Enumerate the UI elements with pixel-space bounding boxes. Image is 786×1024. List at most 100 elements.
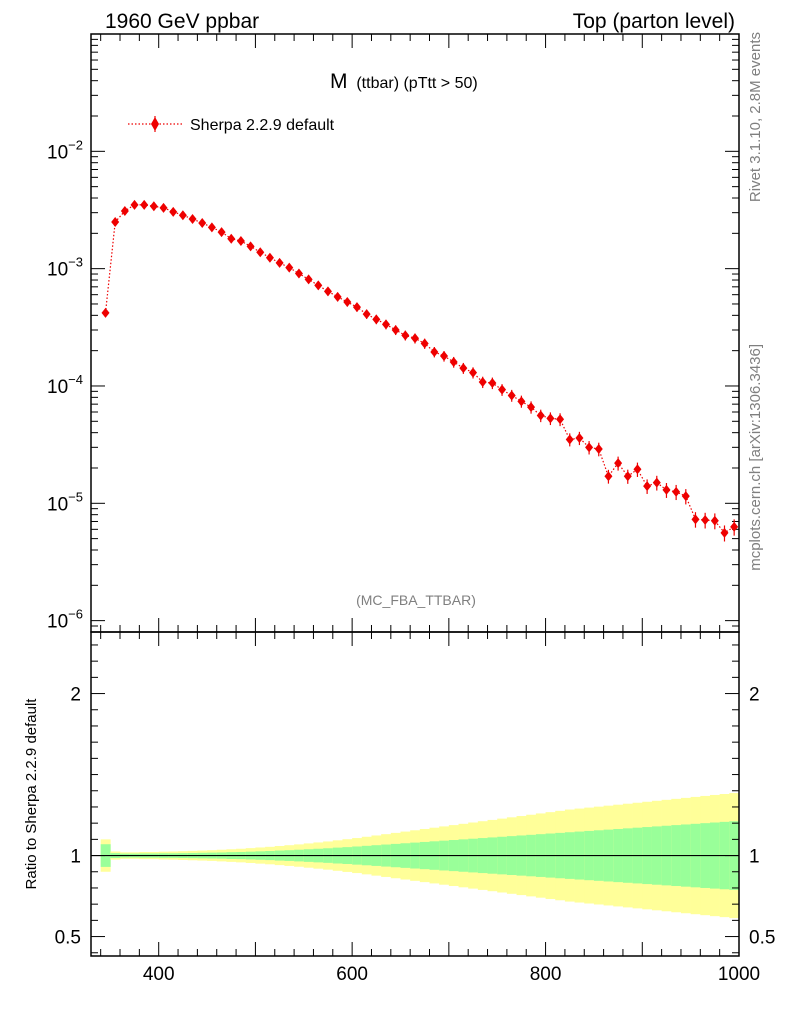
data-point (169, 206, 178, 217)
data-point (362, 309, 371, 320)
data-point (672, 486, 681, 497)
rivet-label: Rivet 3.1.10, 2.8M events (747, 32, 764, 202)
main-y-ticks (91, 33, 739, 633)
data-point (275, 257, 284, 268)
data-point (517, 396, 526, 407)
ratio-y-ticks (91, 644, 739, 954)
series-line (104, 204, 735, 534)
ratio-y-tick-label-right: 2 (749, 685, 760, 706)
x-tick-labels: 400 600 800 1000 (143, 964, 760, 985)
main-plot-frame (90, 33, 740, 633)
legend-label: Sherpa 2.2.9 default (190, 117, 335, 134)
ratio-y-tick-labels: 0.5 0.5 1 1 2 2 (55, 685, 776, 949)
data-point (227, 233, 236, 244)
data-point (478, 377, 487, 388)
y-tick-mantissa: 10 (47, 260, 68, 281)
data-point (236, 236, 245, 247)
data-point (411, 333, 419, 344)
data-point (662, 484, 671, 495)
data-point (285, 262, 294, 273)
ratio-plot-frame (90, 631, 740, 957)
main-y-tick-labels: 10−610−510−410−310−2 (47, 137, 83, 632)
data-point (585, 442, 594, 453)
y-tick-mantissa: 10 (47, 494, 68, 515)
main-y-tick-label: 10−6 (47, 607, 83, 633)
data-point (614, 458, 623, 469)
data-point (643, 481, 652, 492)
ratio-y-axis-label: Ratio to Sherpa 2.2.9 default (23, 698, 40, 890)
data-point (565, 434, 574, 445)
main-y-tick-label: 10−5 (47, 489, 83, 515)
main-y-tick-label: 10−2 (47, 137, 83, 163)
data-point (710, 515, 719, 526)
data-point (623, 471, 632, 482)
plot-title-main: M (330, 70, 348, 93)
data-point (701, 515, 710, 526)
data-point (111, 216, 120, 227)
mcplots-label: mcplots.cern.ch [arXiv:1306.3436] (747, 344, 764, 571)
data-point (323, 286, 332, 297)
x-tick-label: 600 (336, 964, 368, 985)
data-point (730, 521, 739, 532)
y-tick-exponent: −4 (68, 372, 83, 387)
data-point (527, 402, 536, 413)
data-point (188, 213, 197, 224)
data-point (488, 378, 497, 389)
analysis-tag: (MC_FBA_TTBAR) (356, 592, 476, 608)
ratio-y-tick-label-right: 1 (749, 847, 760, 868)
data-point (498, 384, 507, 395)
data-point (101, 307, 110, 318)
data-point (633, 464, 642, 475)
y-tick-mantissa: 10 (47, 377, 68, 398)
x-tick-label: 400 (143, 964, 175, 985)
main-x-ticks (100, 34, 740, 632)
data-point (140, 199, 149, 210)
data-point (430, 346, 439, 357)
ratio-y-tick-label-right: 0.5 (749, 928, 775, 949)
data-point (265, 252, 274, 263)
data-point (546, 413, 555, 424)
data-point (691, 514, 700, 525)
data-point (314, 280, 323, 291)
y-tick-exponent: −6 (68, 607, 83, 622)
data-point (246, 241, 255, 252)
data-point (594, 444, 603, 455)
data-point (256, 247, 265, 258)
data-point (652, 477, 661, 488)
data-point (381, 319, 390, 330)
legend-marker (151, 117, 159, 131)
data-point (159, 202, 168, 213)
y-tick-exponent: −3 (68, 255, 83, 270)
y-tick-exponent: −2 (68, 137, 83, 152)
data-point (604, 471, 613, 482)
ratio-y-tick-label-left: 1 (70, 847, 81, 868)
data-point (536, 410, 545, 421)
x-tick-label: 1000 (718, 964, 760, 985)
main-y-tick-label: 10−4 (47, 372, 83, 398)
data-point (343, 296, 352, 307)
data-point (120, 206, 129, 217)
data-point (352, 302, 361, 313)
ratio-x-ticks (100, 632, 740, 956)
y-tick-exponent: −5 (68, 489, 83, 504)
legend: Sherpa 2.2.9 default (128, 116, 335, 134)
data-point (178, 210, 187, 221)
data-point (459, 363, 468, 374)
ratio-y-tick-label-left: 0.5 (55, 928, 81, 949)
x-tick-label: 800 (530, 964, 562, 985)
plot-title: M (ttbar) (pTtt > 50) (330, 70, 478, 93)
header-right-label: Top (parton level) (573, 10, 735, 33)
data-point (294, 268, 303, 279)
y-tick-mantissa: 10 (47, 612, 68, 633)
plot-title-sub: (ttbar) (pTtt > 50) (356, 75, 477, 92)
data-point (217, 227, 226, 238)
data-point (304, 274, 313, 285)
data-point (198, 217, 207, 228)
data-point (449, 357, 458, 368)
data-point (469, 367, 478, 378)
data-point (333, 291, 342, 302)
series-sherpa (101, 199, 739, 542)
data-point (149, 201, 158, 212)
data-point (207, 222, 216, 233)
